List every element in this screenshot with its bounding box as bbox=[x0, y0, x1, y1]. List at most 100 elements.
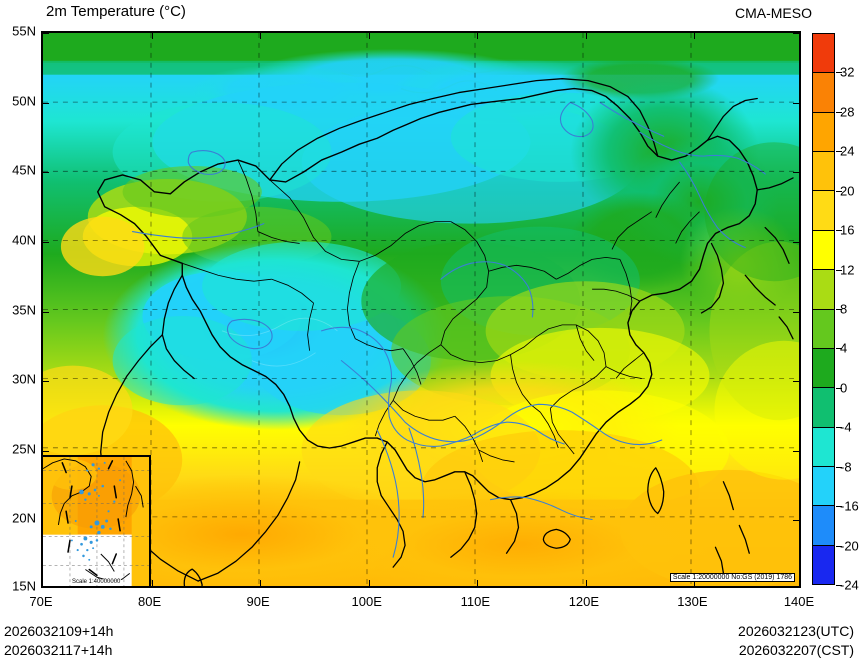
y-tick-label: 45N bbox=[12, 162, 36, 178]
inset-raster bbox=[43, 457, 149, 586]
colorbar-tick-label: 0 bbox=[840, 380, 848, 396]
y-tick-label: 20N bbox=[12, 510, 36, 526]
y-tick-label: 15N bbox=[12, 578, 36, 594]
inset-scale-label: Scale 1:40000000 bbox=[71, 579, 122, 585]
tick-mark bbox=[43, 241, 49, 243]
colorbar-band bbox=[813, 506, 834, 546]
colorbar-tick-mark bbox=[836, 348, 842, 350]
colorbar-tick-mark bbox=[836, 230, 842, 232]
temperature-field-raster bbox=[43, 33, 799, 586]
x-tick-label: 90E bbox=[246, 594, 270, 609]
colorbar-tick-label: -20 bbox=[840, 538, 859, 554]
tick-mark bbox=[368, 33, 370, 39]
colorbar-band bbox=[813, 270, 834, 310]
tick-mark bbox=[585, 580, 587, 586]
y-tick-label: 50N bbox=[12, 93, 36, 109]
temperature-colorbar[interactable] bbox=[812, 33, 835, 585]
colorbar-tick-mark bbox=[836, 269, 842, 271]
x-tick-label: 100E bbox=[351, 594, 382, 609]
x-tick-label: 70E bbox=[29, 594, 53, 609]
tick-mark bbox=[793, 520, 799, 522]
tick-mark bbox=[43, 450, 49, 452]
x-tick-label: 80E bbox=[138, 594, 162, 609]
colorbar-band bbox=[813, 73, 834, 113]
page-title: 2m Temperature (°C) bbox=[46, 3, 186, 20]
tick-mark bbox=[260, 33, 262, 39]
map-plot-area[interactable]: Scale 1:20000000 No:GS (2019) 1786 bbox=[41, 31, 801, 588]
tick-mark bbox=[43, 311, 49, 313]
tick-mark bbox=[694, 580, 696, 586]
colorbar-band bbox=[813, 152, 834, 192]
colorbar-band bbox=[813, 309, 834, 349]
init-time-cst: 2026032117+14h bbox=[4, 642, 113, 658]
tick-mark bbox=[43, 381, 49, 383]
colorbar-band bbox=[813, 388, 834, 428]
tick-mark bbox=[793, 381, 799, 383]
tick-mark bbox=[43, 102, 49, 104]
tick-mark bbox=[43, 33, 49, 34]
graticule-layer bbox=[43, 33, 799, 586]
colorbar-tick-label: -16 bbox=[840, 498, 859, 514]
colorbar-tick-label: 28 bbox=[840, 104, 855, 120]
map-credit-label: Scale 1:20000000 No:GS (2019) 1786 bbox=[669, 573, 795, 582]
tick-mark bbox=[793, 311, 799, 313]
colorbar-band bbox=[813, 545, 834, 585]
colorbar-tick-mark bbox=[836, 72, 842, 74]
x-tick-label: 120E bbox=[568, 594, 600, 609]
colorbar-tick-mark bbox=[836, 151, 842, 153]
colorbar-band bbox=[813, 34, 834, 74]
colorbar-tick-label: 24 bbox=[840, 143, 855, 159]
colorbar-tick-label: -24 bbox=[840, 577, 859, 593]
tick-mark bbox=[793, 241, 799, 243]
colorbar-tick-mark bbox=[836, 190, 842, 192]
colorbar-band bbox=[813, 427, 834, 467]
valid-time-cst: 2026032207(CST) bbox=[738, 642, 854, 658]
province-borders-layer bbox=[182, 159, 700, 463]
tick-mark bbox=[793, 450, 799, 452]
colorbar-tick-mark bbox=[836, 387, 842, 389]
colorbar-tick-mark bbox=[836, 466, 842, 468]
colorbar-tick-label: -8 bbox=[840, 459, 852, 475]
tick-mark bbox=[694, 33, 696, 39]
x-tick-label: 140E bbox=[783, 594, 815, 609]
colorbar-band bbox=[813, 112, 834, 153]
y-tick-label: 55N bbox=[12, 23, 36, 39]
colorbar-tick-mark bbox=[836, 427, 842, 429]
colorbar-tick-mark bbox=[836, 506, 842, 508]
tick-mark bbox=[260, 580, 262, 586]
colorbar-tick-label: 8 bbox=[840, 301, 848, 317]
tick-mark bbox=[793, 172, 799, 174]
tick-mark bbox=[793, 33, 799, 34]
colorbar-tick-label: 16 bbox=[840, 222, 855, 238]
colorbar-tick-label: 32 bbox=[840, 64, 855, 80]
tick-mark bbox=[43, 172, 49, 174]
y-tick-label: 30N bbox=[12, 371, 36, 387]
south-china-sea-inset-map[interactable]: Scale 1:40000000 bbox=[43, 455, 151, 586]
model-label: CMA-MESO bbox=[735, 5, 812, 21]
y-tick-label: 40N bbox=[12, 232, 36, 248]
national-borders-layer bbox=[97, 87, 758, 501]
y-tick-label: 25N bbox=[12, 441, 36, 457]
tick-mark bbox=[368, 580, 370, 586]
forecast-init-times: 2026032109+14h 2026032117+14h bbox=[4, 622, 113, 660]
tick-mark bbox=[585, 33, 587, 39]
colorbar-tick-mark bbox=[836, 309, 842, 310]
colorbar-tick-label: 20 bbox=[840, 183, 855, 199]
valid-time-utc: 2026032123(UTC) bbox=[738, 623, 854, 639]
colorbar-band bbox=[813, 230, 834, 271]
x-tick-label: 110E bbox=[460, 594, 490, 609]
tick-mark bbox=[477, 580, 479, 586]
init-time-utc: 2026032109+14h bbox=[4, 623, 114, 639]
y-tick-label: 35N bbox=[12, 302, 36, 317]
colorbar-tick-mark bbox=[836, 111, 842, 113]
tick-mark bbox=[477, 33, 479, 39]
tick-mark bbox=[151, 580, 153, 586]
rivers-layer bbox=[131, 101, 766, 558]
colorbar-tick-mark bbox=[836, 585, 842, 586]
colorbar-tick-label: -4 bbox=[840, 419, 852, 435]
colorbar-band bbox=[813, 466, 834, 507]
tick-mark bbox=[151, 33, 153, 39]
tick-mark bbox=[793, 102, 799, 104]
